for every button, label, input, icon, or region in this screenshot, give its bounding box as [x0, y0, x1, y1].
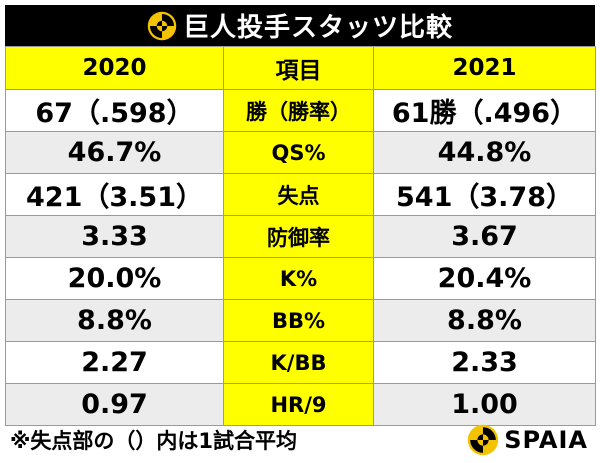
value-2020: 421（3.51） — [5, 173, 224, 216]
table-row: 46.7% QS% 44.8% — [5, 131, 596, 174]
stat-label: BB% — [223, 299, 374, 342]
value-2021: 44.8% — [373, 131, 596, 174]
stat-label: 失点 — [223, 173, 374, 216]
stat-label: 防御率 — [223, 215, 374, 258]
value-2020: 3.33 — [5, 215, 224, 258]
value-2021: 2.33 — [373, 341, 596, 384]
value-2020: 8.8% — [5, 299, 224, 342]
table-row: 8.8% BB% 8.8% — [5, 299, 596, 342]
footnote: ※失点部の（）内は1試合平均 — [10, 429, 298, 453]
stat-label: HR/9 — [223, 383, 374, 426]
value-2021: 8.8% — [373, 299, 596, 342]
value-2021: 1.00 — [373, 383, 596, 426]
header-item: 項目 — [223, 46, 374, 90]
page-title: 巨人投手スタッツ比較 — [182, 13, 453, 43]
value-2021: 3.67 — [373, 215, 596, 258]
value-2020: 46.7% — [5, 131, 224, 174]
stat-label: K/BB — [223, 341, 374, 384]
stat-label: 勝（勝率） — [223, 89, 374, 132]
value-2021: 61勝（.496） — [373, 89, 596, 132]
stat-label: QS% — [223, 131, 374, 174]
table-header-row: 2020 項目 2021 — [5, 46, 596, 90]
value-2020: 67（.598） — [5, 89, 224, 132]
title-bar: 巨人投手スタッツ比較 — [5, 5, 595, 46]
table-row: 67（.598） 勝（勝率） 61勝（.496） — [5, 89, 596, 132]
stat-label: K% — [223, 257, 374, 300]
table-row: 2.27 K/BB 2.33 — [5, 341, 596, 384]
value-2020: 0.97 — [5, 383, 224, 426]
table-row: 20.0% K% 20.4% — [5, 257, 596, 300]
value-2021: 20.4% — [373, 257, 596, 300]
table-row: 421（3.51） 失点 541（3.78） — [5, 173, 596, 216]
table-row: 3.33 防御率 3.67 — [5, 215, 596, 258]
value-2020: 2.27 — [5, 341, 224, 384]
table-row: 0.97 HR/9 1.00 — [5, 383, 596, 426]
header-2021: 2021 — [373, 46, 596, 90]
brand-mark: SPAIA — [467, 424, 588, 456]
spaia-logo-icon — [147, 11, 177, 40]
value-2021: 541（3.78） — [373, 173, 596, 216]
stats-comparison-table: 2020 項目 2021 67（.598） 勝（勝率） 61勝（.496） 46… — [5, 46, 596, 426]
spaia-logo-icon — [468, 424, 499, 456]
header-2020: 2020 — [5, 46, 224, 90]
value-2020: 20.0% — [5, 257, 224, 300]
brand-name: SPAIA — [504, 426, 588, 454]
